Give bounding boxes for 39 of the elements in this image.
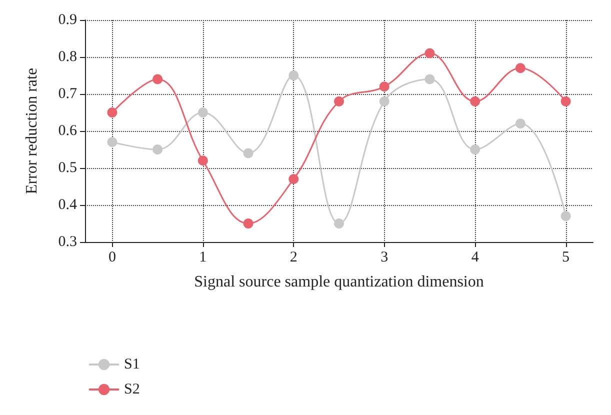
point [424,74,435,84]
point [470,144,480,154]
y-tick-label: 0.7 [58,86,78,102]
point [152,144,163,154]
legend-label: S2 [124,382,140,398]
x-tick-label: 0 [108,250,116,266]
x-tick-label: 3 [380,250,388,266]
point [379,82,390,92]
point [470,96,480,106]
point [379,96,390,106]
y-tick-label: 0.6 [58,123,78,139]
point [152,74,163,84]
point [515,118,526,129]
point [424,48,435,58]
y-tick-label: 0.5 [58,160,77,176]
point [334,218,344,228]
y-tick-label: 0.8 [58,49,77,65]
point [198,108,208,118]
y-tick-label: 0.9 [58,12,77,28]
x-tick-label: 5 [562,250,570,266]
y-tick-label: 0.3 [58,234,77,250]
x-axis-title: Signal source sample quantization dimension [194,274,484,290]
x-tick-label: 4 [471,250,480,266]
point [198,156,208,166]
point [334,96,344,106]
legend-label: S1 [124,356,140,372]
point [243,218,254,228]
x-tick-label: 1 [199,250,207,266]
y-axis-title: Error reduction rate [24,68,40,194]
x-tick-label: 2 [290,250,298,266]
y-tick-label: 0.4 [58,197,78,213]
point [560,211,571,222]
point [243,148,254,158]
point [288,174,299,184]
point [107,108,118,118]
point [515,63,526,74]
point [288,70,299,80]
point [107,137,118,148]
point [560,96,571,106]
